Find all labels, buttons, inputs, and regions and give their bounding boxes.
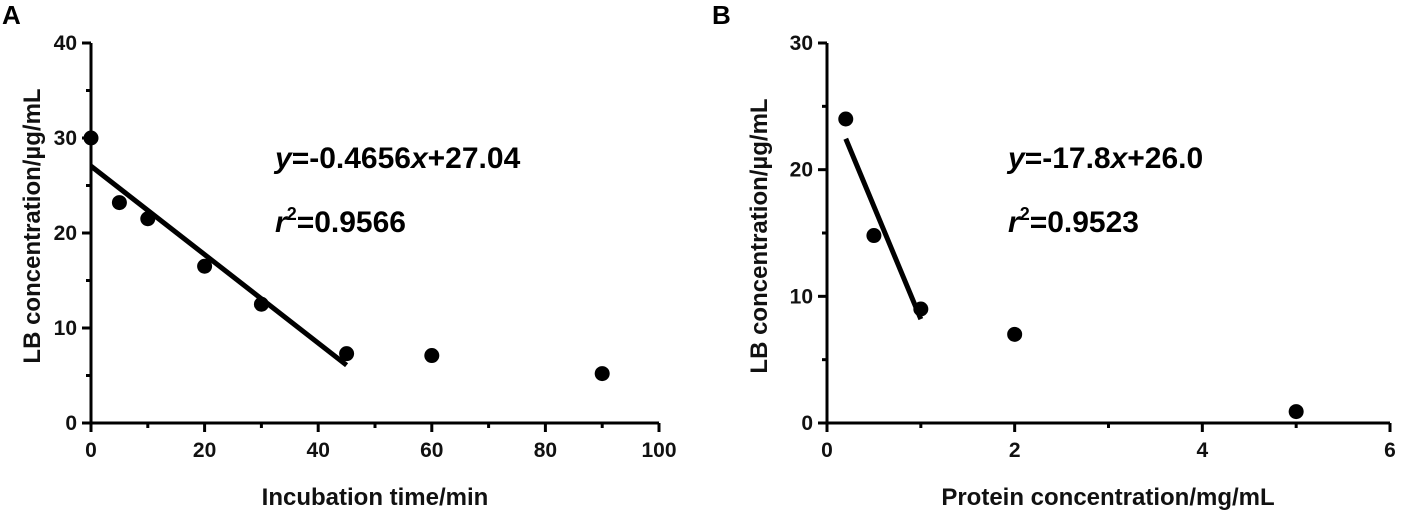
regression-line xyxy=(843,137,924,321)
panel-a-y-axis-title: LB concentration/µg/mL xyxy=(19,88,46,363)
panel-b-r-symbol: r xyxy=(1008,206,1022,239)
panel-a-label: A xyxy=(2,0,21,30)
y-tick-label: 30 xyxy=(790,32,813,55)
panel-b-fit-group xyxy=(843,137,924,321)
data-point xyxy=(339,346,355,362)
panel-b-r-superscript: 2 xyxy=(1020,204,1030,224)
x-tick-label: 80 xyxy=(534,439,557,462)
y-tick-label: 0 xyxy=(801,412,813,435)
panel-a-x-axis-title: Incubation time/min xyxy=(262,484,489,511)
data-point xyxy=(594,366,610,382)
panel-b-r-value: =0.9523 xyxy=(1030,206,1139,239)
panel-a-equation: y=-0.4656x+27.04 xyxy=(273,142,521,175)
y-tick-label: 40 xyxy=(54,32,77,55)
data-point xyxy=(253,296,269,312)
y-tick-label: 20 xyxy=(790,159,813,182)
panel-b-r-squared: r2=0.9523 xyxy=(1008,204,1139,239)
panel-b-equation: y=-17.8x+26.0 xyxy=(1006,142,1203,175)
data-point xyxy=(197,258,213,274)
y-tick-label: 30 xyxy=(54,127,77,150)
panel-a-points xyxy=(83,130,610,382)
panel-b-eq-slope: =-17.8 xyxy=(1025,142,1111,175)
data-point xyxy=(424,348,440,364)
data-point xyxy=(140,211,156,227)
data-point xyxy=(111,195,127,211)
panel-a-r-symbol: r xyxy=(275,206,289,239)
panel-b-x-axis-title: Protein concentration/mg/mL xyxy=(941,484,1274,511)
panel-b-label: B xyxy=(712,0,731,30)
data-point xyxy=(1007,326,1023,342)
panel-b-eq-x: x xyxy=(1109,142,1129,175)
panel-a-eq-y: y xyxy=(273,142,293,175)
data-point xyxy=(913,301,929,317)
x-tick-label: 0 xyxy=(85,439,97,462)
x-tick-label: 4 xyxy=(1196,439,1208,462)
y-tick-label: 20 xyxy=(54,222,77,245)
panel-a-r-squared: r2=0.9566 xyxy=(275,204,406,239)
data-point xyxy=(83,130,99,146)
panel-b-eq-intercept: +26.0 xyxy=(1127,142,1203,175)
panel-a-eq-intercept: +27.04 xyxy=(428,142,521,175)
x-tick-label: 60 xyxy=(420,439,443,462)
panel-a-fit-group xyxy=(89,164,349,368)
y-tick-label: 10 xyxy=(790,285,813,308)
panel-a-r-value: =0.9566 xyxy=(297,206,406,239)
panel-a-eq-slope: =-0.4656 xyxy=(292,142,411,175)
panel-a-eq-x: x xyxy=(409,142,429,175)
panel-a: A LB concentration/µg/mL Incubation time… xyxy=(2,0,677,511)
data-point xyxy=(838,111,854,127)
panel-b-eq-y: y xyxy=(1006,142,1026,175)
y-tick-label: 10 xyxy=(54,317,77,340)
panel-b: B LB concentration/µg/mL Protein concent… xyxy=(712,0,1396,511)
data-point xyxy=(1288,404,1304,420)
panel-b-y-axis-title: LB concentration/µg/mL xyxy=(746,98,773,373)
data-point xyxy=(866,228,882,244)
x-tick-label: 0 xyxy=(821,439,833,462)
x-tick-label: 40 xyxy=(307,439,330,462)
y-tick-label: 0 xyxy=(65,412,77,435)
panel-a-axes: 0 10 20 30 40 0 20 40 60 80 100 xyxy=(54,32,677,462)
panel-b-axes: 0 10 20 30 0 2 4 6 xyxy=(790,32,1396,462)
x-tick-label: 2 xyxy=(1009,439,1021,462)
regression-line xyxy=(89,164,349,368)
x-tick-label: 6 xyxy=(1384,439,1396,462)
panel-b-points xyxy=(838,111,1304,420)
panel-a-r-superscript: 2 xyxy=(287,204,297,224)
x-tick-label: 20 xyxy=(193,439,216,462)
x-tick-label: 100 xyxy=(641,439,676,462)
